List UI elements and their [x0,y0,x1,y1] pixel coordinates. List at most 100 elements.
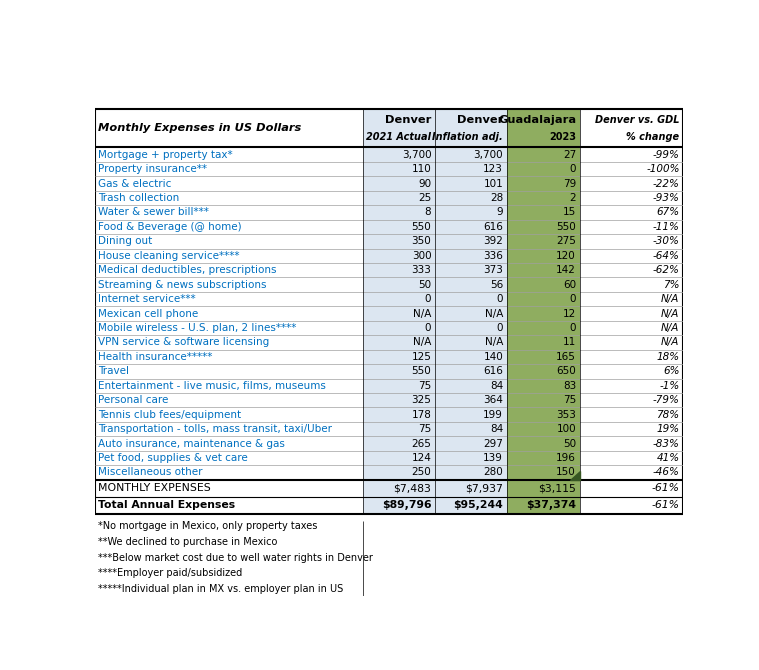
Text: N/A: N/A [661,294,679,304]
Text: 265: 265 [411,439,431,449]
Text: 2021 Actual: 2021 Actual [367,131,431,141]
Text: $7,937: $7,937 [465,483,503,493]
Text: 616: 616 [483,222,503,232]
Text: 178: 178 [411,409,431,419]
Text: MONTHLY EXPENSES: MONTHLY EXPENSES [99,483,211,493]
Text: 75: 75 [418,424,431,434]
Text: Denver vs. GDL: Denver vs. GDL [595,115,679,125]
Text: 142: 142 [556,265,576,275]
Text: -99%: -99% [653,149,679,159]
Text: 0: 0 [496,294,503,304]
Text: 12: 12 [562,309,576,319]
Text: $7,483: $7,483 [393,483,431,493]
Text: 79: 79 [562,179,576,188]
Text: -1%: -1% [660,381,679,391]
Text: 0: 0 [569,323,576,333]
Text: 250: 250 [411,468,431,478]
Text: 275: 275 [556,237,576,247]
Text: 28: 28 [490,193,503,203]
Text: 353: 353 [556,409,576,419]
Text: 18%: 18% [657,352,679,362]
Text: Internet service***: Internet service*** [99,294,196,304]
Text: N/A: N/A [661,323,679,333]
Text: -30%: -30% [653,237,679,247]
Text: N/A: N/A [485,338,503,348]
Text: Water & sewer bill***: Water & sewer bill*** [99,208,209,218]
Bar [435,109,507,514]
Text: 56: 56 [490,279,503,289]
Text: N/A: N/A [661,309,679,319]
Text: -64%: -64% [653,251,679,261]
Text: 50: 50 [418,279,431,289]
Text: $37,374: $37,374 [526,500,576,511]
Text: House cleaning service****: House cleaning service**** [99,251,240,261]
Text: -93%: -93% [653,193,679,203]
Text: 325: 325 [411,395,431,405]
Text: Guadalajara: Guadalajara [498,115,576,125]
Text: Auto insurance, maintenance & gas: Auto insurance, maintenance & gas [99,439,285,449]
Text: 0: 0 [425,323,431,333]
Text: N/A: N/A [413,338,431,348]
Text: Mexican cell phone: Mexican cell phone [99,309,199,319]
Text: 124: 124 [411,453,431,463]
Text: 300: 300 [411,251,431,261]
Text: 0: 0 [425,294,431,304]
Text: 0: 0 [496,323,503,333]
Text: 84: 84 [490,381,503,391]
Text: -100%: -100% [646,164,679,174]
Text: 616: 616 [483,366,503,377]
Text: Miscellaneous other: Miscellaneous other [99,468,203,478]
Text: 6%: 6% [663,366,679,377]
Text: 27: 27 [562,149,576,159]
Text: Pet food, supplies & vet care: Pet food, supplies & vet care [99,453,248,463]
Text: Mortgage + property tax*: Mortgage + property tax* [99,149,233,159]
Text: Streaming & news subscriptions: Streaming & news subscriptions [99,279,267,289]
Text: 333: 333 [411,265,431,275]
Text: Monthly Expenses in US Dollars: Monthly Expenses in US Dollars [99,123,301,133]
Text: 75: 75 [418,381,431,391]
Text: N/A: N/A [413,309,431,319]
Text: Property insurance**: Property insurance** [99,164,207,174]
Text: 150: 150 [556,468,576,478]
Text: Personal care: Personal care [99,395,168,405]
Text: 8: 8 [425,208,431,218]
Text: $95,244: $95,244 [453,500,503,511]
Text: *****Individual plan in MX vs. employer plan in US: *****Individual plan in MX vs. employer … [99,584,344,594]
Text: -11%: -11% [653,222,679,232]
Text: Denver: Denver [385,115,431,125]
Text: 125: 125 [411,352,431,362]
Text: 364: 364 [483,395,503,405]
Text: 392: 392 [483,237,503,247]
Text: N/A: N/A [661,338,679,348]
Text: 75: 75 [562,395,576,405]
Text: Health insurance*****: Health insurance***** [99,352,213,362]
Text: Tennis club fees/equipment: Tennis club fees/equipment [99,409,241,419]
Text: 336: 336 [483,251,503,261]
Text: Medical deductibles, prescriptions: Medical deductibles, prescriptions [99,265,277,275]
Text: 0: 0 [569,164,576,174]
Text: ***Below market cost due to well water rights in Denver: ***Below market cost due to well water r… [99,553,373,563]
Text: **We declined to purchase in Mexico: **We declined to purchase in Mexico [99,537,278,547]
Text: 550: 550 [411,366,431,377]
Text: 67%: 67% [657,208,679,218]
Text: 3,700: 3,700 [402,149,431,159]
Text: 2: 2 [569,193,576,203]
Text: 139: 139 [483,453,503,463]
Text: 373: 373 [483,265,503,275]
Text: 7%: 7% [663,279,679,289]
Text: VPN service & software licensing: VPN service & software licensing [99,338,269,348]
Text: Entertainment - live music, films, museums: Entertainment - live music, films, museu… [99,381,326,391]
Text: 2023: 2023 [549,131,576,141]
Text: 90: 90 [418,179,431,188]
Bar [95,109,683,514]
Text: Inflation adj.: Inflation adj. [433,131,503,141]
Text: 196: 196 [556,453,576,463]
Text: 550: 550 [556,222,576,232]
Bar [507,109,580,514]
Text: Denver: Denver [457,115,503,125]
Text: -62%: -62% [653,265,679,275]
Text: 9: 9 [496,208,503,218]
Text: 297: 297 [483,439,503,449]
Text: $3,115: $3,115 [538,483,576,493]
Text: Gas & electric: Gas & electric [99,179,172,188]
